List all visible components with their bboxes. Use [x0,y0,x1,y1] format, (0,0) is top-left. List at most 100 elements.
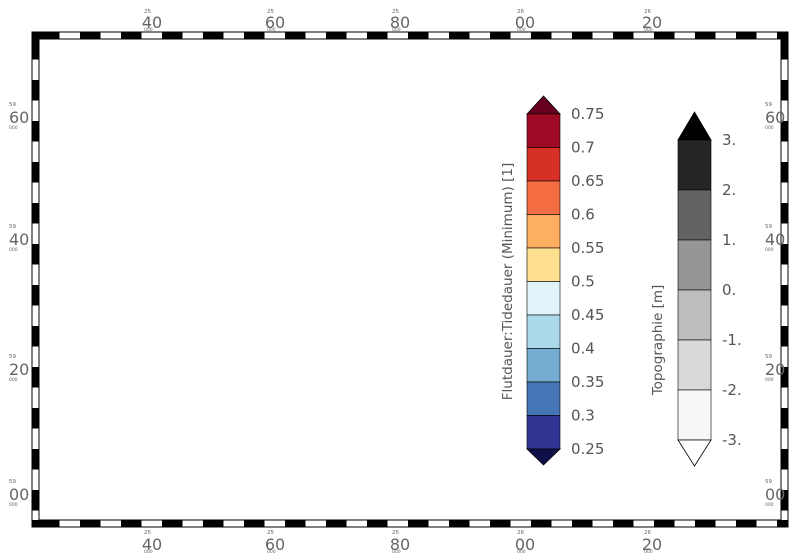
topo-under-triangle [677,439,712,467]
flood-tick-label: 0.25 [571,440,604,458]
frame-segment [203,520,224,527]
flood-color-swatch [526,415,561,450]
topo-tick-label: 1. [722,231,736,249]
frame-inner [38,38,782,521]
flood-tick-label: 0.75 [571,105,604,123]
svg-text:000: 000 [644,549,653,555]
frame-segment [613,32,634,39]
svg-text:20: 20 [642,535,662,554]
flood-color-swatch [526,180,561,215]
frame-segment [449,520,470,527]
svg-text:40: 40 [142,13,162,32]
svg-text:000: 000 [765,125,774,131]
frame-segment [32,490,39,511]
svg-text:60: 60 [9,108,29,127]
frame-segment [367,520,388,527]
svg-text:000: 000 [765,502,774,508]
svg-text:59: 59 [9,224,16,230]
frame-segment [490,32,511,39]
svg-text:59: 59 [9,479,16,485]
frame-segment [781,39,788,60]
frame-segment [285,32,306,39]
frame-corner [781,520,788,527]
frame-segment [32,39,39,60]
frame-segment [695,520,716,527]
svg-text:59: 59 [765,224,772,230]
svg-text:60: 60 [265,535,285,554]
svg-text:25: 25 [392,530,399,536]
frame-segment [781,244,788,265]
svg-text:000: 000 [9,125,18,131]
flood-tick-label: 0.45 [571,306,604,324]
svg-text:00: 00 [9,485,29,504]
svg-text:40: 40 [765,230,785,249]
frame-segment [781,285,788,306]
flood-color-swatch [526,348,561,383]
flood-tick-label: 0.7 [571,139,595,157]
flood-tick-label: 0.65 [571,172,604,190]
frame-segment [326,520,347,527]
frame-segment [80,32,101,39]
svg-text:40: 40 [142,535,162,554]
frame-segment [613,520,634,527]
flood-ratio-colorbar: 0.75 0.7 0.65 0.6 0.55 0.5 0.45 0.4 0.35 0.3 0.25 F… [500,95,604,466]
flood-color-swatch [526,214,561,249]
map-frame [31,31,789,528]
frame-segment [32,121,39,142]
svg-text:80: 80 [390,13,410,32]
svg-text:000: 000 [9,247,18,253]
frame-segment [32,203,39,224]
svg-text:000: 000 [267,549,276,555]
frame-segment [203,32,224,39]
flood-color-swatch [526,381,561,416]
frame-segment [32,80,39,101]
svg-text:59: 59 [765,354,772,360]
topo-color-swatch [677,339,712,391]
frame-segment [39,520,60,527]
frame-segment [781,162,788,183]
svg-text:000: 000 [644,27,653,33]
svg-text:20: 20 [642,13,662,32]
svg-text:000: 000 [517,549,526,555]
svg-text:80: 80 [390,535,410,554]
flood-color-swatch [526,314,561,349]
frame-segment [654,520,675,527]
svg-text:25: 25 [144,9,151,15]
svg-text:20: 20 [765,360,785,379]
frame-corner [32,520,39,527]
frame-segment [777,32,781,39]
frame-segment [32,326,39,347]
frame-segment [326,32,347,39]
svg-text:59: 59 [9,102,16,108]
svg-text:000: 000 [144,549,153,555]
svg-text:00: 00 [765,485,785,504]
frame-segment [32,244,39,265]
frame-segment [695,32,716,39]
frame-segment [367,32,388,39]
frame-segment [244,32,265,39]
svg-text:000: 000 [765,247,774,253]
frame-segment [32,285,39,306]
frame-segment [408,32,429,39]
frame-segment [39,32,60,39]
frame-segment [162,32,183,39]
frame-segment [781,326,788,347]
topo-tick-label: -2. [722,381,742,399]
svg-text:26: 26 [517,530,524,536]
frame-segment [408,520,429,527]
svg-text:40: 40 [9,230,29,249]
frame-segment [781,408,788,429]
svg-text:25: 25 [144,530,151,536]
